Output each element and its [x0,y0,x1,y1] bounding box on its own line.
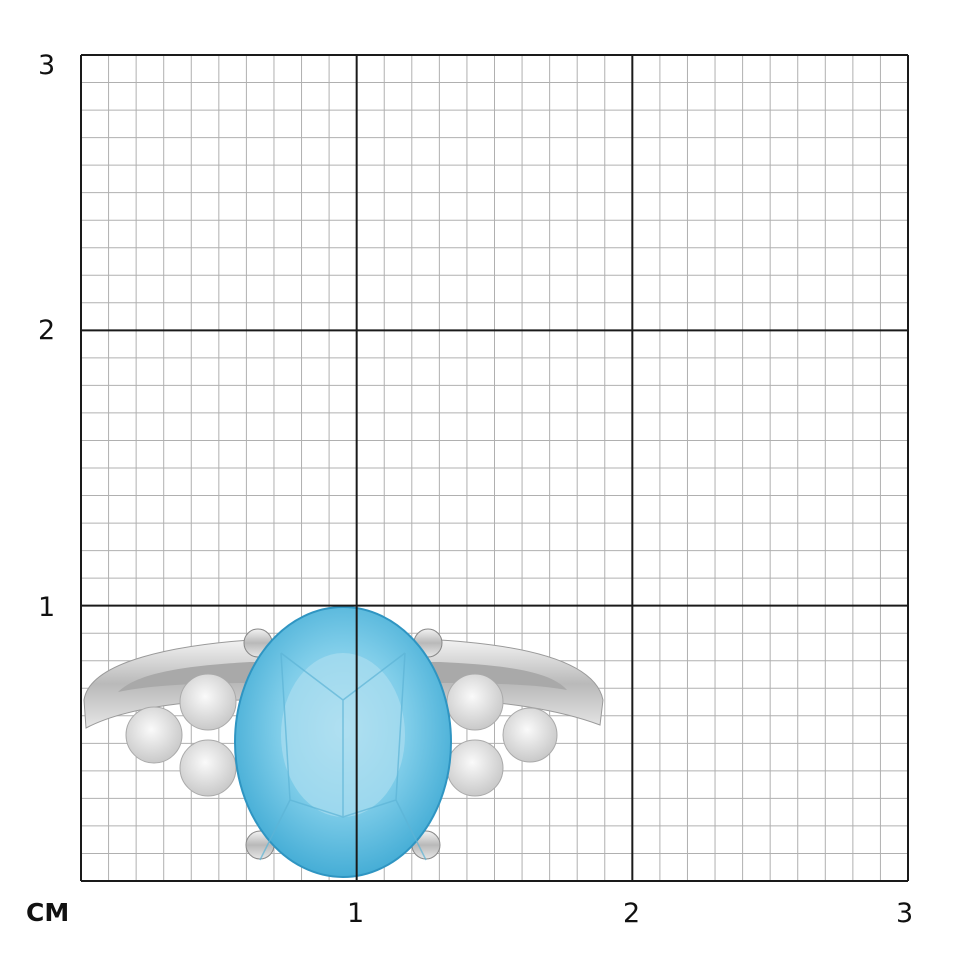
diamond [179,673,237,731]
major-grid-lines [80,54,909,882]
ring-image [83,606,604,878]
unit-label: CM [26,898,70,927]
diamond [125,706,183,764]
x-label-1: 1 [347,898,365,929]
diamond [446,673,504,731]
x-label-2: 2 [623,898,641,929]
x-label-3: 3 [896,898,914,929]
y-label-3: 3 [38,50,56,81]
y-label-2: 2 [38,315,56,346]
diamond [502,707,558,763]
y-label-1: 1 [38,592,56,623]
diamond [179,739,237,797]
gemstone-facets [259,652,427,861]
diamond [446,739,504,797]
